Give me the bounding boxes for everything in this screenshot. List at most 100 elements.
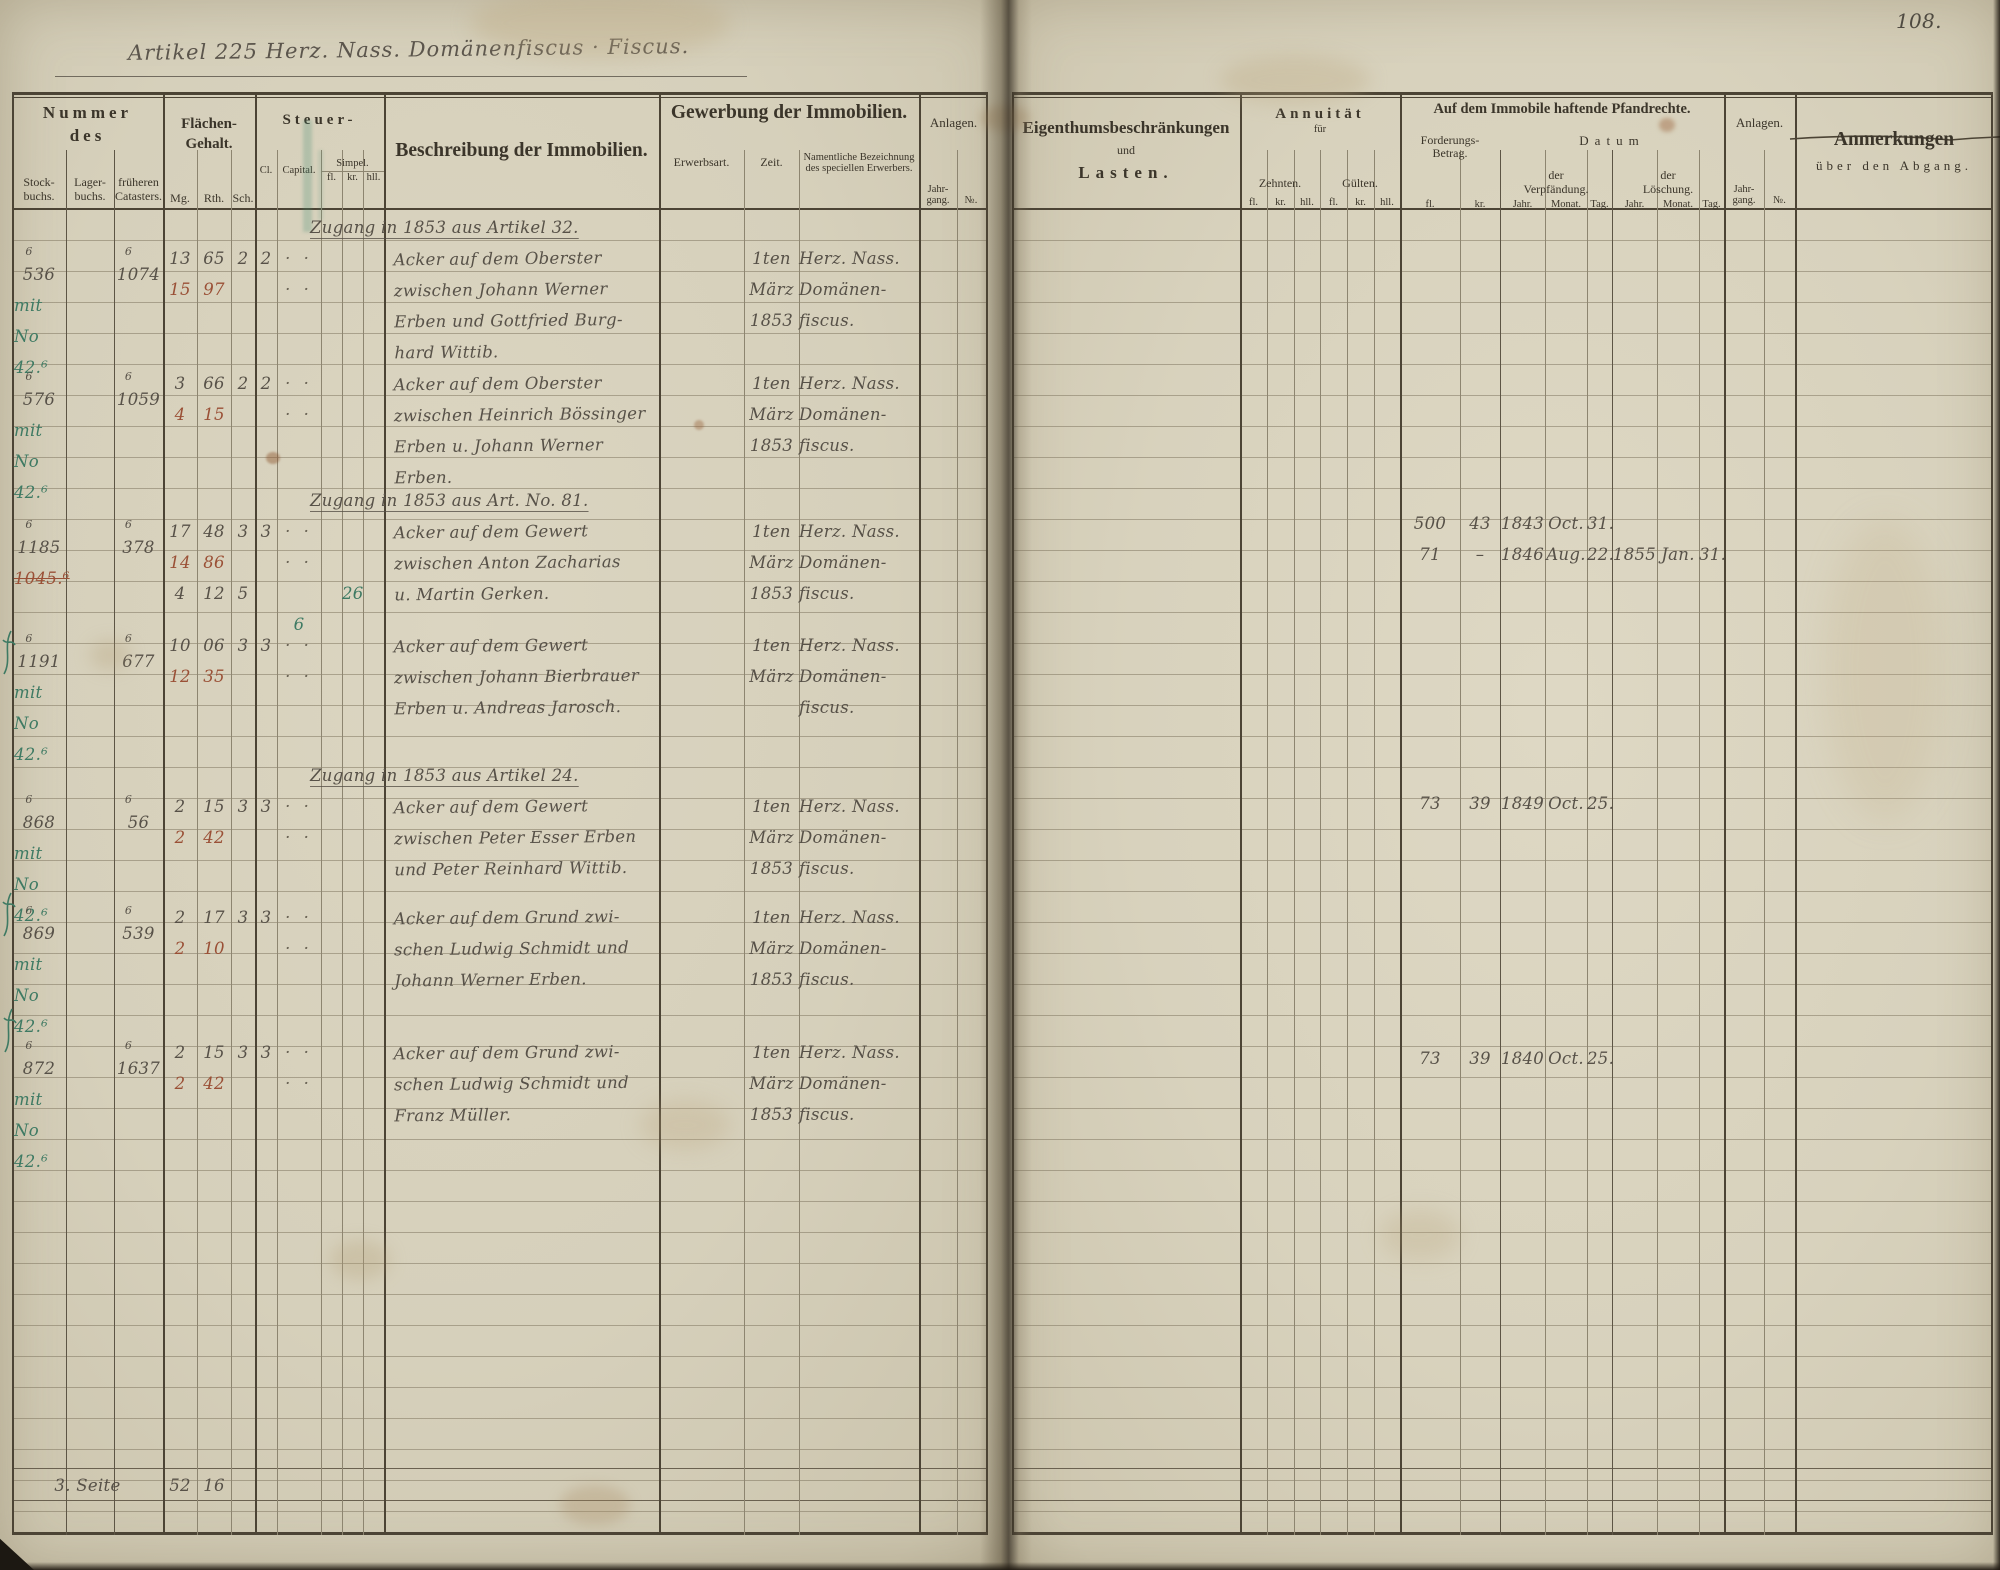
cataster-sup: 6 xyxy=(124,518,133,531)
col-eigenthum-label: Eigenthumsbeschränkungen xyxy=(1022,118,1230,138)
cell-sch: 3 xyxy=(237,636,249,655)
col-loeschung-label: der Löschung. xyxy=(1642,168,1694,197)
col-annuitaet-label: Annuität xyxy=(1275,106,1365,122)
col-kr-label: kr. xyxy=(1355,197,1366,208)
stock-note: mit No 42.⁶ xyxy=(14,955,49,1036)
col-stockbuchs-label: Stock- buchs. xyxy=(23,175,55,204)
cataster-sup: 6 xyxy=(124,632,133,645)
cell-sch: 3 xyxy=(237,797,249,816)
cell-zeit: 1ten März xyxy=(749,636,794,686)
cell-verpfaendung-monat: Oct. xyxy=(1548,1049,1584,1068)
col-guelten-label: Gülten. xyxy=(1342,176,1378,191)
ledger-table-right: Eigenthumsbeschränkungen und Lasten. Ann… xyxy=(1012,92,2000,1535)
cell-capital: · · · · xyxy=(285,1043,313,1093)
col-lagerbuchs-label: Lager- buchs. xyxy=(74,175,106,204)
sum-label: 3. Seite xyxy=(54,1476,121,1495)
col-sch-label: Sch. xyxy=(232,191,254,206)
col-pfandrechte-label: Auf dem Immobile haftende Pfandrechte. xyxy=(1433,101,1691,117)
rule-line xyxy=(957,150,958,1535)
table-header-right: Eigenthumsbeschränkungen und Lasten. Ann… xyxy=(1012,92,2000,210)
rule-line xyxy=(66,150,67,1535)
margin-mark-icon xyxy=(3,1008,17,1053)
stock-sup: 6 xyxy=(25,632,33,645)
rule-line xyxy=(114,150,115,1535)
cell-cataster-no: 6 378 xyxy=(114,516,163,563)
margin-mark-icon xyxy=(2,892,16,937)
page-number: 108. xyxy=(1896,9,1942,33)
cell-verpfaendung-tag: 22. xyxy=(1587,545,1615,564)
cell-rth: 15 42 xyxy=(203,1043,225,1093)
cell-capital: · · · · xyxy=(285,797,313,847)
cell-forderung-fl: 73 xyxy=(1419,794,1441,813)
cell-stockbuch-no: 6 1191 mit No 42.⁶ xyxy=(12,630,66,770)
zugang-note: Zugang in 1853 aus Artikel 32. xyxy=(310,218,579,237)
cell-zeit: 1ten März 1853 xyxy=(749,908,794,989)
cell-capital: · · · · 6 xyxy=(285,522,313,634)
col-hll-label: hll. xyxy=(1380,197,1394,208)
stock-note: mit No 42.⁶ xyxy=(14,683,49,764)
cell-stockbuch-no: 6 868 mit No 42.⁶ xyxy=(12,791,66,931)
ledger-entry-row: Zugang in 1853 aus Artikel 24. 6 868 mit… xyxy=(12,766,988,931)
stock-note: mit No 42.⁶ xyxy=(14,421,49,502)
cell-erwerber: Herz. Nass. Domänen- fiscus. xyxy=(799,1043,900,1124)
cell-verpfaendung-jahr: 1840 xyxy=(1500,1049,1545,1068)
cell-simpel-kr xyxy=(342,902,363,995)
cell-zeit: 1ten März 1853 xyxy=(749,249,794,330)
ledger-entry-row: Zugang in 1853 aus Art. No. 81. 6 1185 1… xyxy=(12,491,988,640)
cell-verpfaendung-tag: 25. xyxy=(1587,794,1615,813)
cell-erwerber: Herz. Nass. Domänen- fiscus. xyxy=(799,522,900,603)
cataster-number: 1059 xyxy=(116,390,161,409)
book-gutter-shadow xyxy=(980,0,1032,1570)
col-zehnten-label: Zehnten. xyxy=(1258,176,1302,191)
stock-number: 1185 xyxy=(17,538,61,557)
rule-line xyxy=(744,150,745,1535)
cell-sch: 3 xyxy=(237,908,249,927)
page-sum-row: 3. Seite 52 16 xyxy=(12,1470,988,1501)
rule-line xyxy=(1500,150,1501,1535)
rule-line xyxy=(1320,150,1321,1535)
col-hll-label: hll. xyxy=(1300,197,1314,208)
cell-zeit: 1ten März 1853 xyxy=(749,1043,794,1124)
col-abgang-label: über den Abgang. xyxy=(1815,157,1973,173)
rule-line xyxy=(163,92,165,1535)
cell-simpel-kr: 26 xyxy=(342,584,364,603)
cell-forderung-kr: 39 xyxy=(1469,1049,1491,1068)
cell-simpel-kr xyxy=(342,243,363,336)
cell-cataster-no: 6 56 xyxy=(114,791,163,838)
rule-line xyxy=(231,150,232,1535)
ledger-entry-row: 6 1191 mit No 42.⁶ 6 677 10 12 06 35 3 3 ·… xyxy=(12,630,988,770)
rule-line xyxy=(321,150,322,1535)
cell-cl: 3 xyxy=(260,1043,272,1062)
rule-line xyxy=(384,92,386,1535)
cell-cataster-no: 6 539 xyxy=(114,902,163,949)
cell-cl: 2 xyxy=(260,374,272,393)
rule-line xyxy=(1400,92,1402,1535)
rule-line xyxy=(1795,92,1797,1535)
cell-sch: 2 xyxy=(237,249,249,268)
cataster-number: 677 xyxy=(122,652,155,671)
col-cataster-label: früheren Catasters. xyxy=(115,175,162,204)
cell-forderung-fl: 500 xyxy=(1413,514,1447,533)
swash-rule xyxy=(1789,135,2000,141)
cell-rth: 48 86 12 xyxy=(203,522,225,603)
cell-verpfaendung-tag: 25. xyxy=(1587,1049,1615,1068)
cataster-number: 539 xyxy=(122,924,155,943)
cataster-sup: 6 xyxy=(124,793,133,806)
stock-number: 872 xyxy=(22,1059,56,1078)
col-erwerbsart-label: Erwerbsart. xyxy=(673,155,730,170)
rule-line xyxy=(1657,150,1658,1535)
col-jahrgang-label: Jahr- gang. xyxy=(926,184,950,206)
rule-line xyxy=(1587,150,1588,1535)
title-underline xyxy=(55,76,747,77)
cell-cl: 3 xyxy=(260,797,272,816)
cell-forderung-fl: 73 xyxy=(1419,1049,1441,1068)
rule-line xyxy=(277,150,278,1535)
stock-note: mit No 42.⁶ xyxy=(14,296,49,377)
cataster-number: 1074 xyxy=(116,265,161,284)
rule-line xyxy=(1612,150,1613,1535)
col-tag-label: Tag. xyxy=(1702,199,1721,210)
stock-note: mit No 42.⁶ xyxy=(14,1090,49,1171)
cell-rth: 06 35 xyxy=(203,636,225,686)
